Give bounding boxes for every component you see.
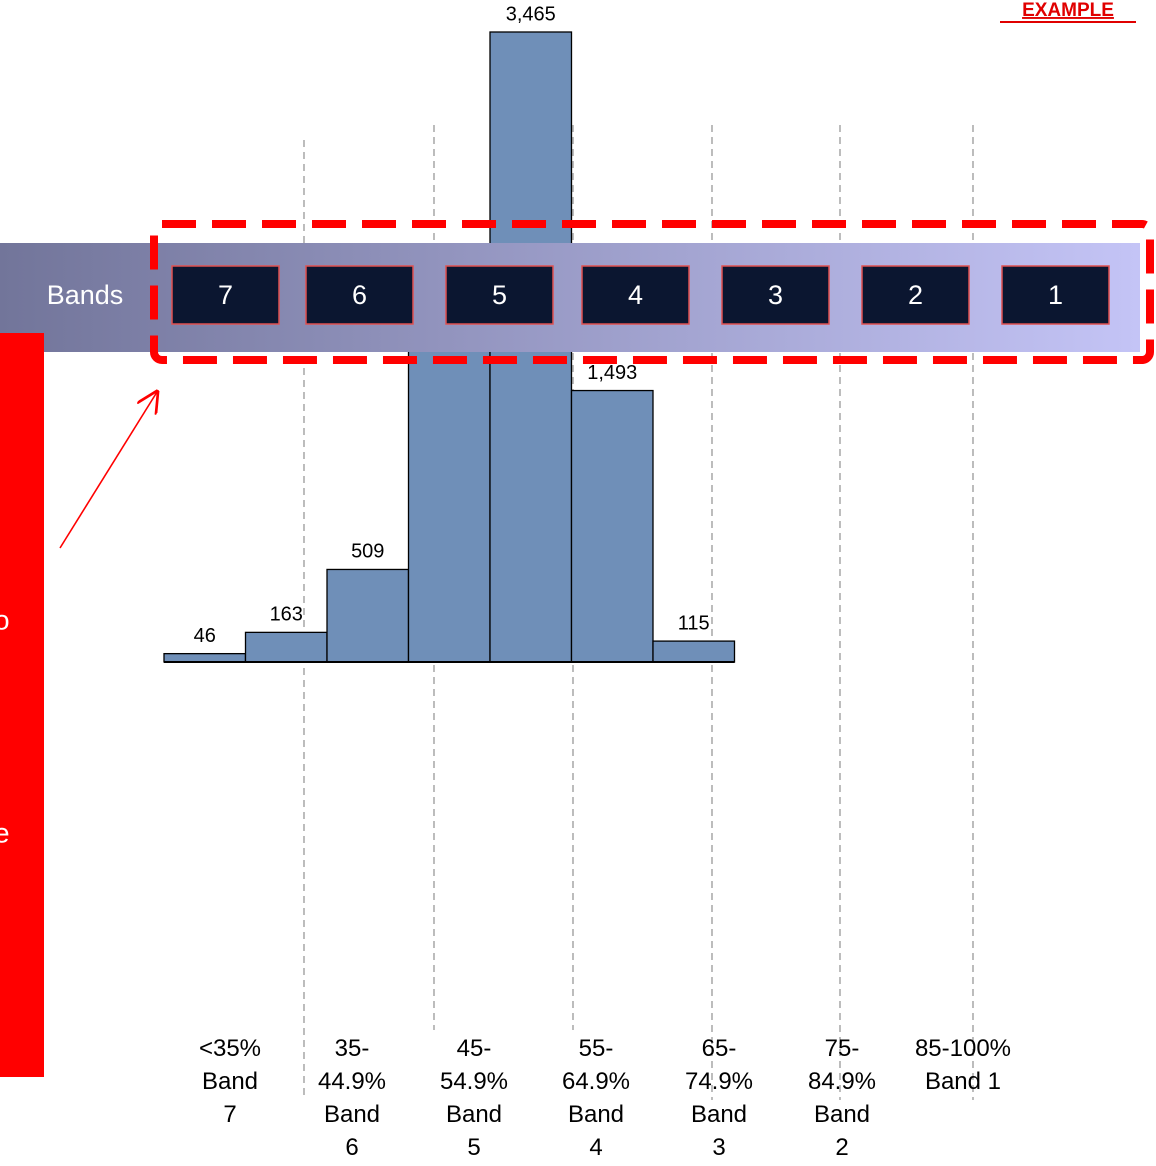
band-box	[1001, 265, 1110, 325]
category-label: 55- 64.9% Band 4	[561, 1035, 631, 1161]
category-label: 45- 54.9% Band 5	[439, 1035, 509, 1161]
band-box	[305, 265, 414, 325]
value-label: 509	[351, 541, 384, 563]
callout-text: o	[0, 604, 10, 635]
value-label: 163	[270, 604, 303, 626]
band-box	[171, 265, 280, 325]
bar	[570, 389, 654, 663]
value-label: 115	[678, 612, 710, 634]
bands-banner: Bands 7 6 5 4 3 2 1	[0, 243, 1140, 352]
band-box	[721, 265, 830, 325]
value-label: 46	[194, 625, 216, 647]
band-box	[445, 265, 554, 325]
callout-arrow	[59, 392, 157, 549]
highlight-box	[150, 220, 1154, 364]
bar	[326, 568, 410, 663]
band-number: 6	[352, 280, 367, 310]
band-number: 5	[492, 280, 507, 310]
bands-label: Bands	[47, 280, 124, 310]
band-number: 2	[908, 280, 923, 310]
category-label: 35- 44.9% Band 6	[317, 1035, 387, 1161]
bar	[407, 297, 491, 663]
bar	[244, 631, 328, 663]
value-label: 3,465	[506, 3, 556, 25]
band-box	[861, 265, 970, 325]
callout-text: e	[0, 817, 10, 848]
band-number: 1	[1048, 280, 1063, 310]
category-label: 75- 84.9% Band 2	[807, 1035, 877, 1161]
bar	[163, 652, 247, 663]
value-label: 1,493	[587, 362, 637, 384]
band-box	[581, 265, 690, 325]
category-label: 85-100% Band 1	[914, 1035, 1012, 1095]
callout-panel	[0, 333, 44, 1077]
category-label: 65- 74.9% Band 3	[684, 1035, 754, 1161]
category-label: <35% Band 7	[198, 1035, 262, 1128]
band-number: 4	[628, 280, 643, 310]
badge: EXAMPLE	[1022, 0, 1114, 21]
band-number: 7	[218, 280, 233, 310]
band-number: 3	[768, 280, 783, 310]
bar	[652, 640, 736, 663]
